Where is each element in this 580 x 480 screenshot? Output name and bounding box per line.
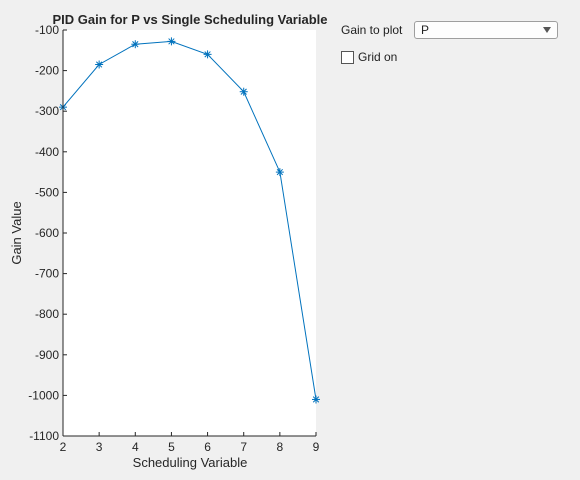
y-tick-label: -1000 (28, 388, 59, 402)
controls-panel: Gain to plot P Grid on (341, 20, 558, 64)
data-point-marker (239, 87, 248, 96)
y-tick-label: -200 (35, 64, 59, 78)
y-tick-label: -800 (35, 307, 59, 321)
x-tick-label: 8 (277, 440, 284, 454)
x-tick-label: 2 (60, 440, 67, 454)
gain-row: Gain to plot P (341, 20, 558, 40)
series-line (62, 40, 317, 400)
ticks-group: 2 3 4 5 6 7 8 9 -100 -200 -300 -400 -500 -600 -700 -800… (28, 23, 319, 454)
x-tick-label: 4 (132, 440, 139, 454)
data-point-marker (312, 395, 320, 404)
y-tick-label: -100 (35, 23, 59, 37)
y-tick-label: -300 (35, 104, 59, 118)
x-tick-label: 6 (204, 440, 211, 454)
chevron-down-icon (543, 27, 551, 33)
y-tick-label: -900 (35, 348, 59, 362)
grid-checkbox[interactable] (341, 50, 354, 64)
x-axis-label: Scheduling Variable (133, 455, 248, 470)
gain-dropdown-value: P (421, 23, 430, 37)
y-tick-label: -500 (35, 185, 59, 199)
x-tick-label: 7 (240, 440, 247, 454)
gain-dropdown[interactable]: P (414, 21, 558, 39)
chart-title: PID Gain for P vs Single Scheduling Vari… (52, 12, 327, 27)
series-group (59, 37, 320, 404)
data-point-marker (275, 168, 284, 177)
data-point-marker (95, 60, 104, 69)
y-tick-label: -1100 (29, 429, 59, 443)
y-tick-label: -400 (35, 145, 59, 159)
x-tick-label: 3 (96, 440, 103, 454)
data-point-marker (167, 37, 176, 46)
data-point-marker (203, 50, 212, 59)
grid-on-label[interactable]: Grid on (358, 50, 398, 64)
x-tick-label: 5 (168, 440, 175, 454)
x-tick-label: 9 (313, 440, 320, 454)
y-tick-label: -700 (35, 267, 59, 281)
gain-to-plot-label: Gain to plot (341, 23, 403, 37)
axes-background (63, 30, 316, 436)
y-axis-label: Gain Value (9, 201, 24, 264)
y-tick-label: -600 (35, 226, 59, 240)
data-point-marker (131, 40, 140, 49)
grid-row: Grid on (341, 50, 558, 64)
